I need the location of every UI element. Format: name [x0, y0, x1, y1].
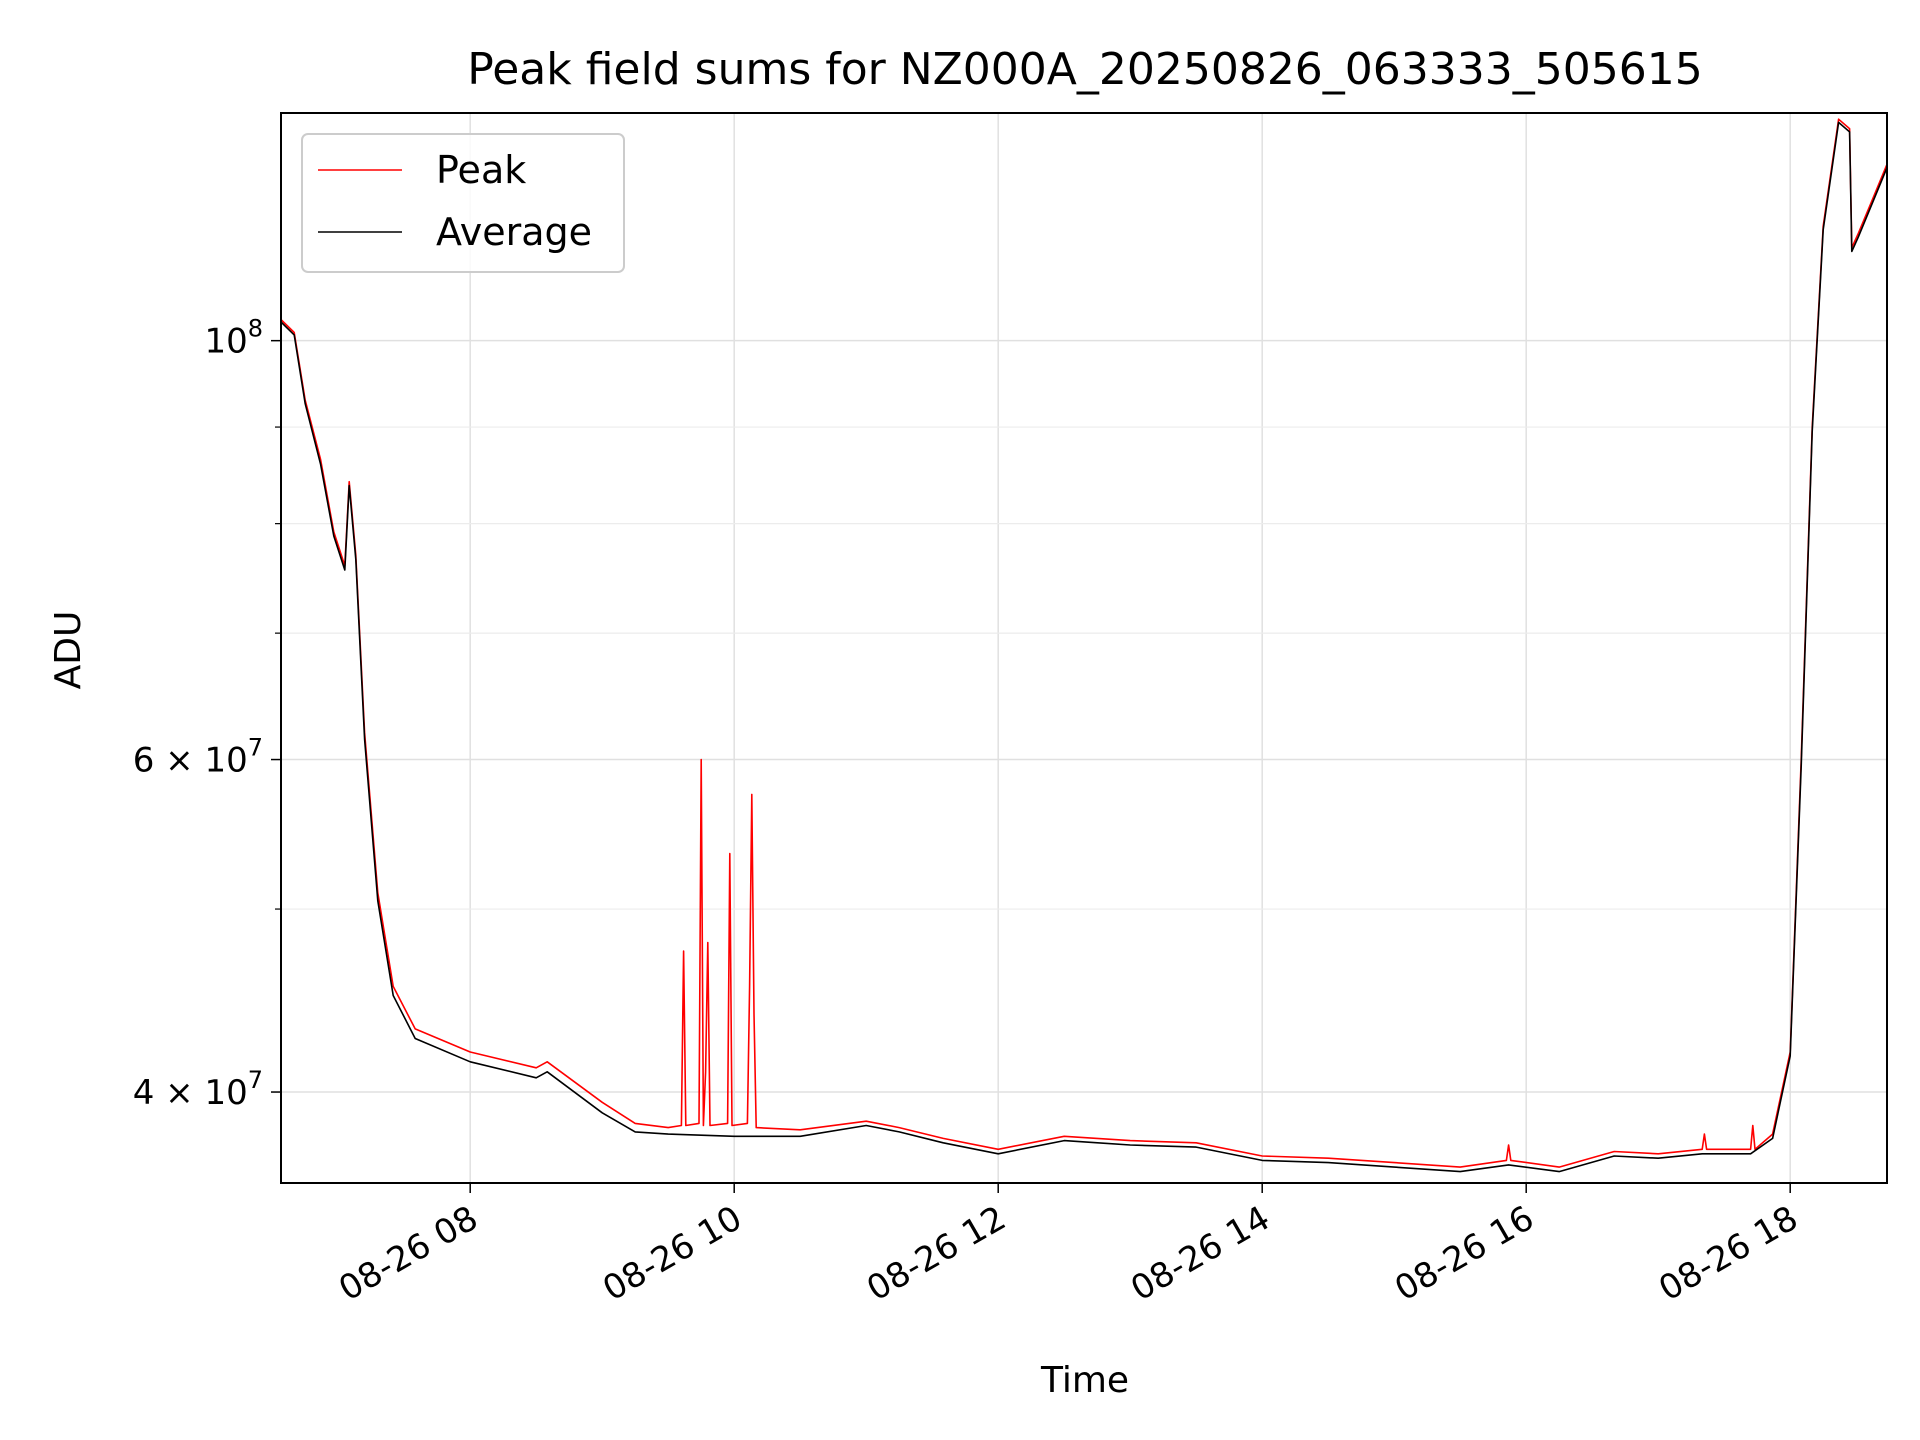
y-tick-label: 6 × 107 — [133, 734, 263, 781]
y-tick-label: 4 × 107 — [133, 1066, 263, 1113]
x-axis-label: Time — [1040, 1360, 1129, 1401]
plot-frame — [280, 112, 1888, 1184]
series-line-peak — [281, 118, 1887, 1168]
chart-title: Peak field sums for NZ000A_20250826_0633… — [467, 44, 1702, 95]
legend: Peak Average — [301, 133, 625, 273]
legend-label-peak: Peak — [436, 148, 526, 192]
legend-label-average: Average — [436, 210, 592, 254]
series-layer — [281, 118, 1887, 1173]
y-tick-label: 108 — [204, 315, 263, 362]
grid — [281, 113, 1887, 1183]
y-axis-label: ADU — [48, 611, 89, 690]
series-line-average — [281, 121, 1887, 1173]
legend-box — [301, 133, 625, 273]
